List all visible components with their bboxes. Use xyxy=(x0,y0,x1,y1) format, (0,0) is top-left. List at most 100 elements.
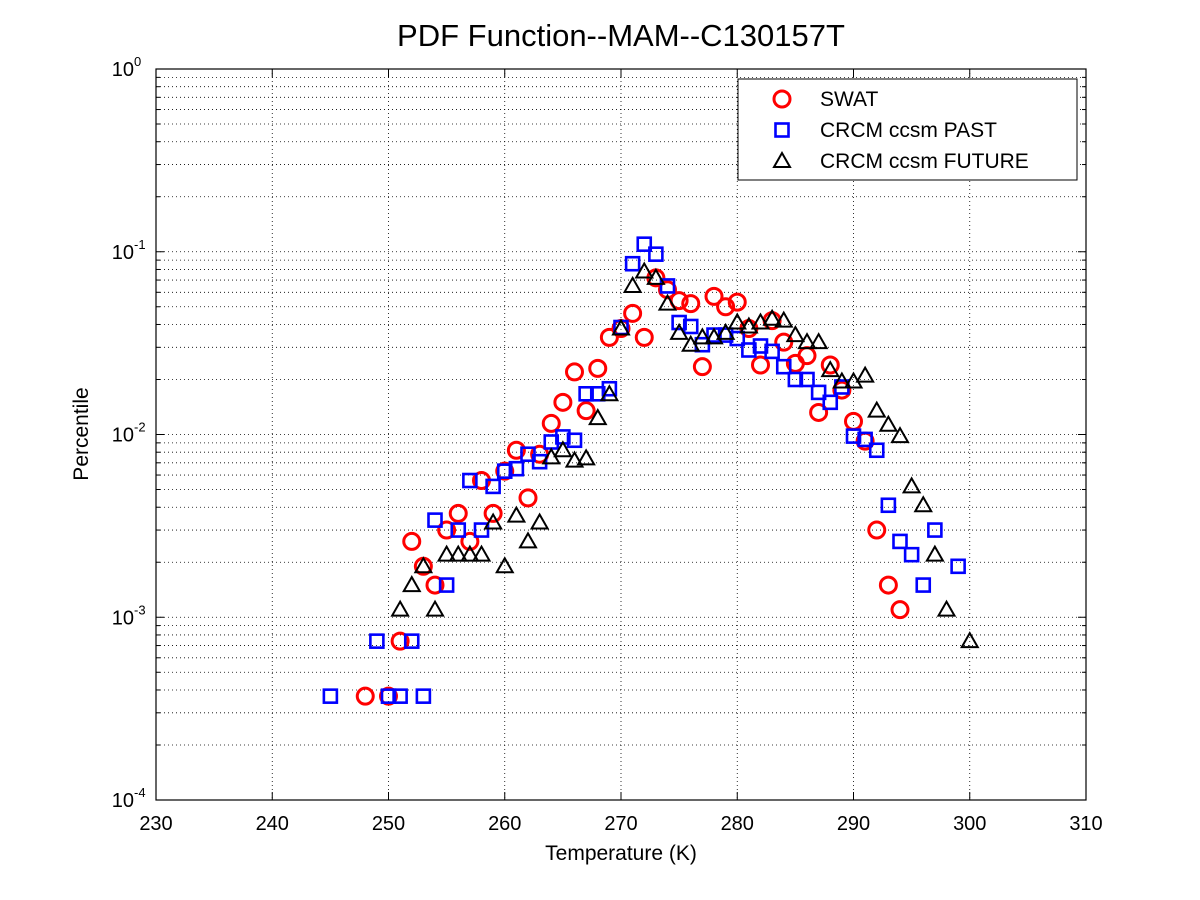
data-point-swat xyxy=(425,575,445,595)
data-point-crcm-ccsm-past xyxy=(369,633,385,649)
data-point-crcm-ccsm-future xyxy=(936,599,957,617)
data-point-swat xyxy=(704,286,724,306)
data-point-crcm-ccsm-future xyxy=(913,495,933,513)
data-point-crcm-ccsm-past xyxy=(415,688,432,704)
data-point-crcm-ccsm-future xyxy=(599,384,620,402)
data-point-crcm-ccsm-past xyxy=(462,472,478,489)
data-point-swat xyxy=(692,357,712,377)
data-point-swat xyxy=(727,292,747,312)
data-point-crcm-ccsm-past xyxy=(648,246,664,262)
data-point-swat xyxy=(541,413,561,433)
y-tick-exponent: -1 xyxy=(134,237,146,252)
data-point-swat xyxy=(681,294,701,314)
data-point-crcm-ccsm-past xyxy=(578,385,594,402)
data-point-crcm-ccsm-past xyxy=(810,384,827,401)
data-point-crcm-ccsm-future xyxy=(390,599,410,617)
data-point-crcm-ccsm-future xyxy=(402,575,422,593)
data-point-crcm-ccsm-past xyxy=(845,428,862,444)
legend-marker-crcm-ccsm-past xyxy=(774,122,790,138)
legend-marker-swat xyxy=(772,89,792,109)
data-point-swat xyxy=(565,362,584,382)
data-point-swat xyxy=(623,303,643,323)
data-point-swat xyxy=(576,401,596,421)
x-tick-label: 290 xyxy=(837,813,870,835)
data-point-crcm-ccsm-future xyxy=(622,275,643,293)
y-tick-exponent: 0 xyxy=(134,54,141,69)
data-point-swat xyxy=(751,355,770,375)
data-point-swat xyxy=(634,327,654,347)
data-point-crcm-ccsm-past xyxy=(822,394,839,411)
data-point-crcm-ccsm-future xyxy=(820,360,840,378)
data-point-crcm-ccsm-future xyxy=(890,426,910,444)
data-point-crcm-ccsm-future xyxy=(808,332,829,350)
data-point-crcm-ccsm-future xyxy=(855,365,875,383)
data-point-crcm-ccsm-past xyxy=(450,522,467,538)
y-tick-label: 10 xyxy=(112,59,134,81)
y-tick-label: 10 xyxy=(112,425,134,447)
y-tick-exponent: -3 xyxy=(134,602,146,617)
data-point-crcm-ccsm-future xyxy=(576,448,596,466)
x-tick-label: 230 xyxy=(139,813,172,835)
data-point-crcm-ccsm-past xyxy=(508,460,525,477)
data-point-crcm-ccsm-future xyxy=(460,544,480,562)
data-point-crcm-ccsm-past xyxy=(636,236,653,252)
data-point-crcm-ccsm-future xyxy=(692,327,713,345)
data-point-crcm-ccsm-past xyxy=(485,478,501,495)
y-tick-label: 10 xyxy=(112,242,134,264)
data-point-crcm-ccsm-future xyxy=(471,544,492,562)
data-point-swat xyxy=(820,355,840,375)
data-point-crcm-ccsm-past xyxy=(380,688,397,704)
data-points xyxy=(322,236,980,706)
data-point-crcm-ccsm-past xyxy=(659,278,676,294)
data-point-crcm-ccsm-past xyxy=(427,512,443,528)
data-point-swat xyxy=(890,600,910,620)
data-point-swat xyxy=(774,332,794,352)
data-point-crcm-ccsm-past xyxy=(531,453,548,470)
data-point-crcm-ccsm-future xyxy=(436,544,457,562)
data-point-crcm-ccsm-future xyxy=(495,556,515,574)
x-tick-label: 240 xyxy=(256,813,289,835)
data-point-crcm-ccsm-future xyxy=(634,261,654,279)
data-point-swat xyxy=(495,461,515,481)
data-point-swat xyxy=(867,520,887,540)
data-point-crcm-ccsm-future xyxy=(657,293,678,311)
y-tick-label: 10 xyxy=(112,790,134,812)
data-point-crcm-ccsm-past xyxy=(857,431,873,448)
data-point-crcm-ccsm-past xyxy=(601,380,618,397)
x-tick-label: 260 xyxy=(488,813,521,835)
data-point-crcm-ccsm-past xyxy=(496,463,513,479)
data-point-swat xyxy=(832,380,852,400)
data-point-crcm-ccsm-past xyxy=(392,688,408,704)
data-point-crcm-ccsm-future xyxy=(797,332,817,350)
data-point-swat xyxy=(448,503,468,523)
data-point-swat xyxy=(390,631,410,651)
data-point-crcm-ccsm-past xyxy=(671,314,687,331)
data-point-crcm-ccsm-future xyxy=(960,631,980,649)
data-point-crcm-ccsm-future xyxy=(646,267,666,285)
data-point-crcm-ccsm-future xyxy=(774,310,794,328)
data-point-swat xyxy=(599,327,619,347)
data-point-crcm-ccsm-past xyxy=(566,432,583,449)
y-tick-exponent: -2 xyxy=(134,420,146,435)
data-point-crcm-ccsm-future xyxy=(483,512,503,530)
series-crcm-ccsm-past xyxy=(322,236,966,704)
data-point-crcm-ccsm-future xyxy=(925,544,945,562)
data-point-crcm-ccsm-future xyxy=(715,322,736,340)
series-swat xyxy=(355,268,910,706)
y-tick-exponent: -4 xyxy=(134,785,146,800)
data-point-crcm-ccsm-future xyxy=(669,322,689,340)
data-point-crcm-ccsm-future xyxy=(867,400,887,418)
data-point-crcm-ccsm-future xyxy=(878,414,899,432)
y-axis-label: Percentile xyxy=(70,387,93,480)
chart-title: PDF Function--MAM--C130157T xyxy=(397,18,845,53)
data-point-crcm-ccsm-past xyxy=(903,546,920,563)
data-point-crcm-ccsm-past xyxy=(892,533,908,550)
x-tick-label: 250 xyxy=(372,813,405,835)
x-axis-label: Temperature (K) xyxy=(545,842,697,865)
data-point-crcm-ccsm-future xyxy=(506,505,527,523)
data-point-crcm-ccsm-past xyxy=(741,342,757,358)
data-point-crcm-ccsm-past xyxy=(775,358,792,375)
data-point-crcm-ccsm-future xyxy=(425,599,445,617)
